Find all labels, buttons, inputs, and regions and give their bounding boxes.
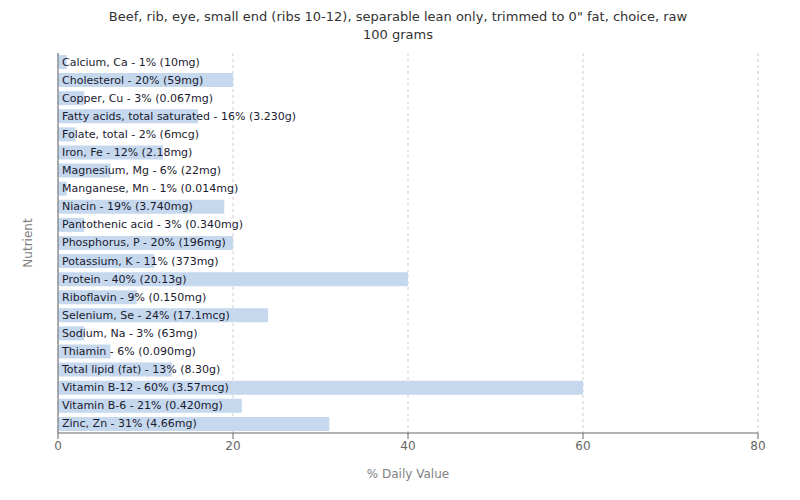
svg-text:Pantothenic acid - 3% (0.340mg: Pantothenic acid - 3% (0.340mg)	[62, 218, 243, 231]
svg-text:60: 60	[575, 439, 590, 453]
svg-text:Sodium, Na - 3% (63mg): Sodium, Na - 3% (63mg)	[62, 327, 198, 340]
svg-text:Manganese, Mn - 1% (0.014mg): Manganese, Mn - 1% (0.014mg)	[62, 182, 238, 195]
svg-text:% Daily Value: % Daily Value	[367, 467, 449, 481]
svg-text:Vitamin B-6 - 21% (0.420mg): Vitamin B-6 - 21% (0.420mg)	[62, 399, 223, 412]
svg-text:0: 0	[54, 439, 62, 453]
svg-text:Iron, Fe - 12% (2.18mg): Iron, Fe - 12% (2.18mg)	[62, 146, 192, 159]
svg-text:Calcium, Ca - 1% (10mg): Calcium, Ca - 1% (10mg)	[62, 56, 200, 69]
svg-text:Potassium, K - 11% (373mg): Potassium, K - 11% (373mg)	[62, 255, 219, 268]
svg-text:Vitamin B-12 - 60% (3.57mcg): Vitamin B-12 - 60% (3.57mcg)	[62, 381, 229, 394]
svg-text:Copper, Cu - 3% (0.067mg): Copper, Cu - 3% (0.067mg)	[62, 92, 213, 105]
svg-text:Riboflavin - 9% (0.150mg): Riboflavin - 9% (0.150mg)	[62, 291, 206, 304]
svg-text:Zinc, Zn - 31% (4.66mg): Zinc, Zn - 31% (4.66mg)	[62, 417, 197, 430]
svg-text:Niacin - 19% (3.740mg): Niacin - 19% (3.740mg)	[62, 200, 193, 213]
html-text:100 grams: 100 grams	[363, 27, 433, 42]
svg-text:Cholesterol - 20% (59mg): Cholesterol - 20% (59mg)	[62, 74, 203, 87]
svg-text:20: 20	[225, 439, 240, 453]
svg-text:40: 40	[400, 439, 415, 453]
svg-text:Fatty acids, total saturated -: Fatty acids, total saturated - 16% (3.23…	[62, 110, 296, 123]
svg-text:Selenium, Se - 24% (17.1mcg): Selenium, Se - 24% (17.1mcg)	[62, 309, 230, 322]
svg-text:Nutrient: Nutrient	[21, 218, 35, 268]
svg-text:Total lipid (fat) - 13% (8.30g: Total lipid (fat) - 13% (8.30g)	[61, 363, 220, 376]
svg-text:Folate, total - 2% (6mcg): Folate, total - 2% (6mcg)	[62, 128, 199, 141]
html-text:Beef, rib, eye, small end (rib: Beef, rib, eye, small end (ribs 10-12), …	[108, 9, 688, 24]
svg-text:Magnesium, Mg - 6% (22mg): Magnesium, Mg - 6% (22mg)	[62, 164, 221, 177]
svg-text:Thiamin - 6% (0.090mg): Thiamin - 6% (0.090mg)	[61, 345, 196, 358]
svg-text:Phosphorus, P - 20% (196mg): Phosphorus, P - 20% (196mg)	[62, 236, 226, 249]
svg-text:80: 80	[750, 439, 765, 453]
svg-text:Protein - 40% (20.13g): Protein - 40% (20.13g)	[62, 273, 187, 286]
